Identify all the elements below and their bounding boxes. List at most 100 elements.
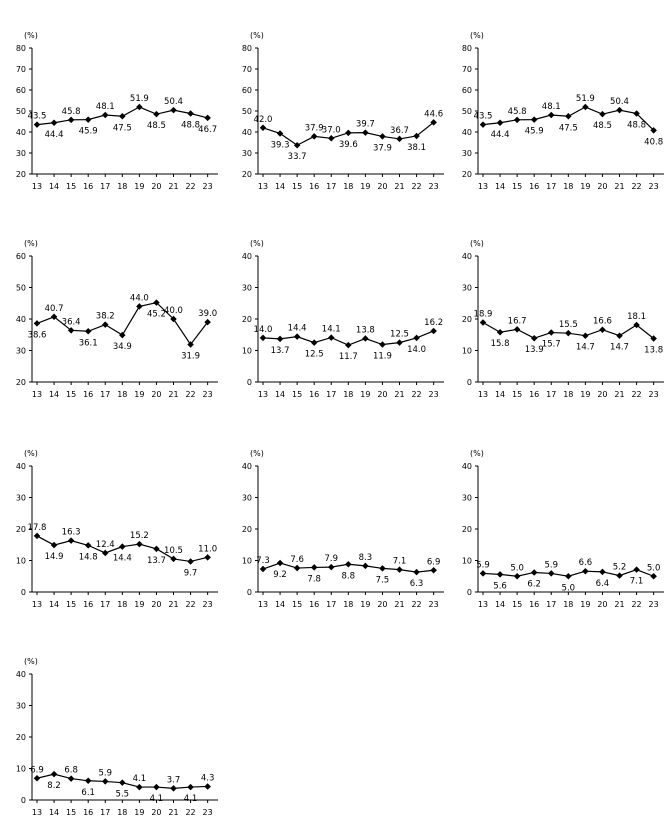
y-unit-label: (%) bbox=[470, 239, 484, 248]
x-tick-label: 18 bbox=[563, 390, 573, 399]
x-tick-label: 20 bbox=[597, 600, 607, 609]
data-label: 40.0 bbox=[164, 306, 183, 316]
x-tick-label: 14 bbox=[275, 600, 285, 609]
data-label: 6.8 bbox=[64, 766, 78, 776]
x-tick-label: 20 bbox=[151, 182, 161, 191]
data-point bbox=[396, 566, 403, 573]
y-tick-label: 10 bbox=[462, 557, 472, 566]
y-tick-label: 20 bbox=[242, 170, 252, 179]
data-label: 6.9 bbox=[427, 557, 441, 567]
data-label: 5.6 bbox=[493, 581, 507, 591]
x-tick-label: 20 bbox=[597, 182, 607, 191]
y-tick-label: 80 bbox=[242, 44, 252, 53]
data-label: 38.6 bbox=[28, 330, 47, 340]
x-tick-label: 15 bbox=[66, 808, 76, 817]
x-tick-label: 15 bbox=[512, 600, 522, 609]
x-tick-label: 16 bbox=[309, 182, 319, 191]
data-point bbox=[565, 112, 572, 120]
data-label: 44.4 bbox=[45, 130, 64, 140]
data-label: 37.9 bbox=[373, 143, 392, 153]
data-label: 48.8 bbox=[181, 121, 200, 131]
x-tick-label: 14 bbox=[495, 390, 505, 399]
data-label: 43.5 bbox=[28, 112, 47, 122]
chart-panel: (%) 20 30 40 50 60 70 80 13 14 15 16 17 18 19 20 21 22 23 4… bbox=[236, 0, 446, 200]
x-tick-label: 18 bbox=[343, 600, 353, 609]
data-label: 43.5 bbox=[474, 112, 493, 122]
y-tick-label: 30 bbox=[462, 149, 472, 158]
data-label: 16.6 bbox=[593, 317, 612, 327]
data-point bbox=[33, 320, 41, 327]
x-tick-label: 14 bbox=[495, 182, 505, 191]
x-tick-label: 17 bbox=[546, 600, 556, 609]
chart-panel: (%) 0 10 20 30 40 13 14 15 16 17 18 19 20 21 22 23 14.0 13… bbox=[236, 208, 446, 408]
data-label: 4.1 bbox=[150, 794, 164, 804]
x-tick-label: 17 bbox=[100, 390, 110, 399]
data-label: 6.3 bbox=[410, 579, 424, 589]
chart-panel: (%) 0 10 20 30 40 13 14 15 16 17 18 19 20 21 22 23 5.9 5.6… bbox=[456, 418, 666, 618]
data-label: 48.1 bbox=[542, 102, 561, 112]
data-label: 14.8 bbox=[79, 552, 98, 562]
x-tick-label: 15 bbox=[292, 600, 302, 609]
data-label: 15.7 bbox=[542, 340, 561, 350]
data-label: 16.3 bbox=[62, 528, 81, 538]
y-tick-label: 40 bbox=[242, 252, 252, 261]
x-tick-label: 17 bbox=[100, 182, 110, 191]
data-label: 36.1 bbox=[79, 338, 98, 348]
x-tick-label: 15 bbox=[512, 182, 522, 191]
data-point bbox=[153, 783, 160, 791]
data-label: 9.7 bbox=[184, 568, 198, 578]
x-tick-label: 16 bbox=[529, 600, 539, 609]
data-point bbox=[50, 119, 58, 127]
x-tick-label: 13 bbox=[478, 390, 488, 399]
y-tick-label: 20 bbox=[16, 525, 26, 534]
y-tick-label: 40 bbox=[462, 462, 472, 471]
data-label: 15.2 bbox=[130, 531, 149, 541]
x-tick-label: 13 bbox=[258, 390, 268, 399]
data-point bbox=[513, 116, 521, 124]
data-point bbox=[84, 328, 92, 335]
data-label: 51.9 bbox=[130, 94, 149, 104]
data-label: 4.1 bbox=[133, 774, 147, 784]
data-point bbox=[33, 121, 41, 128]
data-label: 8.2 bbox=[47, 781, 61, 791]
data-label: 13.8 bbox=[356, 326, 375, 336]
data-label: 6.9 bbox=[30, 765, 44, 775]
y-tick-label: 60 bbox=[462, 86, 472, 95]
data-label: 3.7 bbox=[167, 775, 181, 785]
data-point bbox=[33, 532, 41, 540]
x-tick-label: 19 bbox=[580, 390, 590, 399]
x-tick-label: 15 bbox=[292, 182, 302, 191]
x-tick-label: 22 bbox=[185, 182, 195, 191]
data-label: 42.0 bbox=[254, 115, 273, 125]
data-label: 14.9 bbox=[45, 552, 64, 562]
chart-panel: (%) 20 30 40 50 60 13 14 15 16 17 18 19 20 21 22 23 38.6 4… bbox=[10, 208, 220, 408]
y-tick-label: 30 bbox=[16, 702, 26, 711]
x-tick-label: 16 bbox=[83, 808, 93, 817]
data-label: 16.7 bbox=[508, 316, 527, 326]
y-tick-label: 50 bbox=[16, 284, 26, 293]
y-tick-label: 20 bbox=[16, 378, 26, 387]
data-label: 6.1 bbox=[81, 788, 95, 798]
y-tick-label: 40 bbox=[16, 670, 26, 679]
data-point bbox=[153, 545, 160, 553]
x-tick-label: 13 bbox=[32, 808, 42, 817]
data-point bbox=[67, 116, 75, 124]
y-tick-label: 30 bbox=[242, 284, 252, 293]
data-label: 12.4 bbox=[96, 540, 115, 550]
x-tick-label: 19 bbox=[134, 390, 144, 399]
x-tick-label: 17 bbox=[326, 390, 336, 399]
data-point bbox=[548, 111, 555, 119]
y-tick-label: 0 bbox=[247, 378, 252, 387]
y-tick-label: 0 bbox=[467, 588, 472, 597]
data-point bbox=[650, 335, 657, 342]
y-unit-label: (%) bbox=[24, 449, 38, 458]
y-tick-label: 10 bbox=[462, 347, 472, 356]
y-unit-label: (%) bbox=[250, 31, 264, 40]
data-point bbox=[102, 111, 109, 119]
data-label: 12.5 bbox=[305, 350, 324, 360]
x-tick-label: 13 bbox=[478, 182, 488, 191]
data-label: 47.5 bbox=[113, 123, 132, 133]
line-chart: (%) 20 30 40 50 60 70 80 13 14 15 16 17 18 19 20 21 22 23 4… bbox=[462, 31, 664, 191]
data-point bbox=[276, 335, 284, 343]
data-point bbox=[479, 319, 487, 326]
